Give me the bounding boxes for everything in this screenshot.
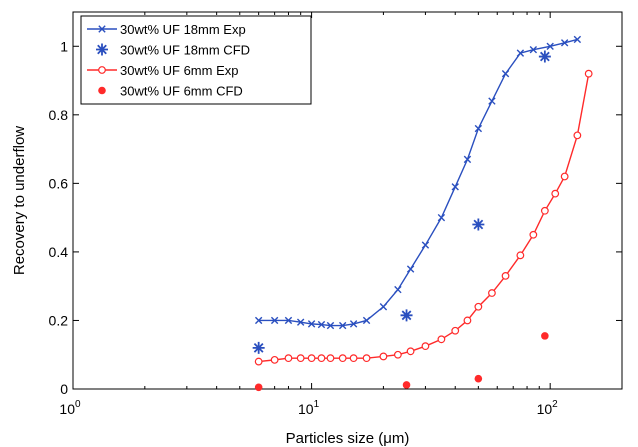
y-tick-label: 0 bbox=[60, 381, 68, 397]
axis-ticks bbox=[72, 12, 623, 390]
data-point bbox=[349, 320, 358, 328]
data-point bbox=[538, 50, 551, 63]
data-point bbox=[296, 318, 305, 326]
data-point bbox=[326, 321, 335, 330]
legend-marker bbox=[96, 43, 108, 56]
x-tick-exponent: 1 bbox=[314, 399, 320, 410]
y-tick-label: 0.8 bbox=[49, 107, 69, 123]
data-point bbox=[529, 230, 538, 239]
data-point bbox=[573, 35, 582, 44]
x-tick-label: 101 bbox=[298, 399, 320, 417]
data-point bbox=[252, 341, 265, 354]
data-point bbox=[254, 383, 263, 392]
data-point bbox=[326, 354, 335, 363]
x-tick-base: 10 bbox=[59, 401, 75, 417]
data-point bbox=[421, 241, 430, 249]
data-point bbox=[516, 49, 525, 57]
series-layer bbox=[252, 35, 593, 392]
x-tick-exponent: 0 bbox=[75, 399, 81, 410]
data-point bbox=[406, 265, 415, 273]
data-point bbox=[560, 172, 569, 181]
data-point bbox=[400, 309, 413, 322]
data-point bbox=[402, 381, 411, 389]
data-point bbox=[437, 213, 446, 222]
data-point bbox=[451, 326, 460, 335]
data-point bbox=[270, 355, 279, 364]
legend-entry-label: 30wt% UF 18mm Exp bbox=[120, 22, 246, 37]
legend-marker bbox=[98, 66, 106, 74]
data-point bbox=[560, 39, 569, 47]
data-point bbox=[472, 218, 485, 231]
data-point bbox=[254, 357, 263, 366]
data-point bbox=[307, 320, 316, 328]
data-point bbox=[406, 347, 415, 356]
data-point bbox=[362, 316, 371, 325]
data-point bbox=[474, 124, 483, 133]
legend-marker bbox=[98, 25, 106, 33]
data-point bbox=[551, 189, 560, 198]
x-tick-label: 102 bbox=[537, 399, 559, 417]
data-point bbox=[254, 316, 263, 325]
data-point bbox=[349, 354, 358, 363]
data-point bbox=[317, 320, 326, 329]
x-tick-base: 10 bbox=[298, 401, 314, 417]
data-point bbox=[338, 321, 347, 330]
data-point bbox=[463, 155, 472, 164]
y-tick-label: 0.6 bbox=[49, 175, 69, 191]
data-point bbox=[474, 374, 483, 383]
data-point bbox=[421, 342, 430, 351]
series-0 bbox=[254, 35, 582, 330]
data-point bbox=[317, 354, 326, 363]
data-point bbox=[488, 97, 496, 105]
x-tick-base: 10 bbox=[537, 401, 553, 417]
data-point bbox=[338, 354, 347, 363]
y-tick-label: 1 bbox=[60, 38, 68, 54]
y-tick-label: 0.2 bbox=[49, 312, 69, 328]
data-point bbox=[284, 354, 293, 363]
data-point bbox=[541, 332, 549, 340]
legend-entry-label: 30wt% UF 18mm CFD bbox=[120, 43, 250, 58]
data-point bbox=[463, 316, 472, 325]
data-point bbox=[529, 46, 538, 54]
data-point bbox=[394, 285, 402, 294]
x-tick-labels: 100 101 102 bbox=[59, 399, 558, 417]
data-point bbox=[362, 354, 371, 363]
data-point bbox=[379, 303, 388, 311]
data-point bbox=[284, 316, 293, 325]
y-tick-labels: 0 0.2 0.4 0.6 0.8 1 bbox=[49, 38, 69, 397]
data-point bbox=[296, 354, 305, 363]
x-axis-label: Particles size (μm) bbox=[286, 430, 410, 447]
data-point bbox=[307, 354, 316, 363]
x-tick-label: 100 bbox=[59, 399, 81, 417]
y-tick-label: 0.4 bbox=[49, 244, 69, 260]
data-point bbox=[393, 350, 402, 359]
data-point bbox=[488, 289, 496, 297]
data-point bbox=[451, 183, 459, 191]
legend-marker bbox=[98, 86, 106, 95]
y-axis-label: Recovery to underflow bbox=[11, 126, 28, 275]
legend-entry-label: 30wt% UF 6mm CFD bbox=[120, 84, 243, 99]
legend-box bbox=[80, 15, 312, 105]
legend-entry-label: 30wt% UF 6mm Exp bbox=[120, 63, 238, 78]
data-point bbox=[501, 69, 510, 78]
data-point bbox=[546, 42, 554, 50]
data-point bbox=[437, 335, 446, 344]
data-point bbox=[474, 302, 483, 311]
series-1 bbox=[252, 50, 551, 354]
series-3 bbox=[254, 332, 549, 392]
series-2 bbox=[254, 69, 593, 366]
data-point bbox=[270, 316, 279, 325]
legend: 30wt% UF 18mm Exp 30wt% UF 18mm CFD 30wt% … bbox=[80, 15, 312, 105]
data-point bbox=[379, 352, 388, 361]
data-point bbox=[584, 69, 593, 78]
data-point bbox=[516, 251, 525, 260]
data-point bbox=[501, 272, 510, 280]
data-point bbox=[540, 206, 549, 215]
x-tick-exponent: 2 bbox=[552, 399, 558, 410]
data-point bbox=[573, 131, 582, 140]
